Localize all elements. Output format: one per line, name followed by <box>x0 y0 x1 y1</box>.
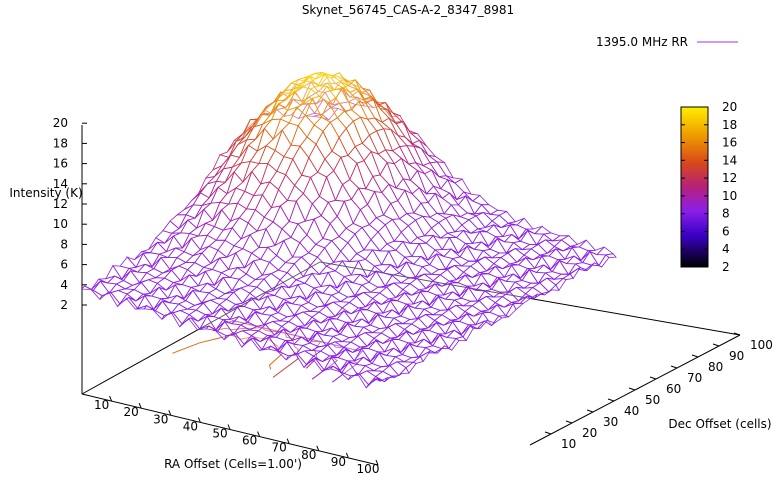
z-tick-label: 16 <box>53 157 68 171</box>
ra-tick-mark <box>375 459 379 466</box>
z-tick-label: 4 <box>60 278 68 292</box>
z-tick-label: 10 <box>53 217 68 231</box>
ra-tick-label: 70 <box>272 441 287 455</box>
dec-tick-mark <box>565 420 573 424</box>
ra-tick-label: 30 <box>153 412 168 426</box>
colorbar-tick-label: 16 <box>722 136 737 150</box>
ra-tick-mark <box>316 445 320 451</box>
ra-tick-label: 100 <box>357 462 380 476</box>
ra-tick-mark <box>138 403 142 409</box>
ra-axis-label: RA Offset (Cells=1.00') <box>164 457 302 471</box>
ra-tick-mark <box>286 438 290 444</box>
dec-tick-label: 20 <box>582 426 597 440</box>
ra-tick-mark <box>197 417 201 423</box>
ra-tick-label: 90 <box>331 455 346 469</box>
ra-tick-mark <box>109 395 113 402</box>
ra-tick-label: 40 <box>183 419 198 433</box>
ra-tick-label: 50 <box>212 427 227 441</box>
colorbar-tick-label: 2 <box>722 260 730 274</box>
legend-label: 1395.0 MHz RR <box>596 35 688 49</box>
ra-tick-mark <box>168 410 172 416</box>
colorbar-tick-label: 20 <box>722 100 737 114</box>
dec-tick-mark <box>628 387 636 391</box>
z-tick-label: 12 <box>53 197 68 211</box>
z-axis-ticks: 2 4 6 8 10 12 14 16 18 20 <box>53 116 87 312</box>
z-tick-label: 18 <box>53 136 68 150</box>
dec-tick-label: 80 <box>708 360 723 374</box>
dec-tick-mark <box>733 332 741 336</box>
dec-tick-mark <box>544 431 552 435</box>
ra-tick-mark <box>257 431 261 437</box>
colorbar-tick-label: 18 <box>722 118 737 132</box>
ra-tick-mark <box>227 424 231 430</box>
surface-mesh <box>81 71 617 389</box>
chart-title: Skynet_56745_CAS-A-2_8347_8981 <box>302 3 514 17</box>
colorbar-tick-label: 10 <box>722 189 737 203</box>
surface-cell <box>373 378 381 382</box>
z-axis-label: Intensity (K) <box>9 186 82 200</box>
colorbar-gradient <box>680 106 709 268</box>
colorbar-tick-label: 12 <box>722 171 737 185</box>
z-tick-label: 6 <box>60 258 68 272</box>
colorbar-tick-label: 14 <box>722 153 737 167</box>
dec-tick-label: 50 <box>645 393 660 407</box>
dec-tick-mark <box>712 343 720 347</box>
z-tick-label: 14 <box>53 177 68 191</box>
back-left-edge <box>81 261 321 395</box>
dec-tick-mark <box>649 376 657 380</box>
dec-tick-label: 90 <box>729 349 744 363</box>
dec-tick-mark <box>586 409 594 413</box>
z-tick-label: 2 <box>60 298 68 312</box>
contour-line <box>172 334 284 370</box>
colorbar-tick-label: 4 <box>722 242 730 256</box>
ra-tick-mark <box>345 452 349 459</box>
z-tick-label: 20 <box>53 116 68 130</box>
contour-line <box>212 326 299 378</box>
ra-tick-label: 20 <box>124 405 139 419</box>
dec-tick-label: 30 <box>603 415 618 429</box>
colorbar: 2 4 6 8 10 12 14 16 18 20 <box>680 100 737 274</box>
dec-tick-label: 10 <box>561 437 576 451</box>
colorbar-tick-label: 6 <box>722 224 730 238</box>
ra-tick-label: 80 <box>301 448 316 462</box>
dec-tick-label: 100 <box>750 338 773 352</box>
ra-tick-label: 10 <box>94 398 109 412</box>
dec-axis-label: Dec Offset (cells) <box>668 417 771 431</box>
dec-tick-label: 40 <box>624 404 639 418</box>
dec-tick-label: 60 <box>666 382 681 396</box>
z-tick-label: 8 <box>60 237 68 251</box>
dec-tick-mark <box>691 354 699 358</box>
dec-tick-mark <box>607 398 615 402</box>
ra-axis-ticks: 10 20 30 40 50 60 70 80 90 100 <box>94 395 380 476</box>
dec-tick-mark <box>670 365 678 369</box>
colorbar-tick-label: 8 <box>722 207 730 221</box>
dec-tick-label: 70 <box>687 371 702 385</box>
ra-tick-label: 60 <box>242 434 257 448</box>
dec-axis-ticks: 10 20 30 40 50 60 70 80 90 100 <box>544 332 773 451</box>
